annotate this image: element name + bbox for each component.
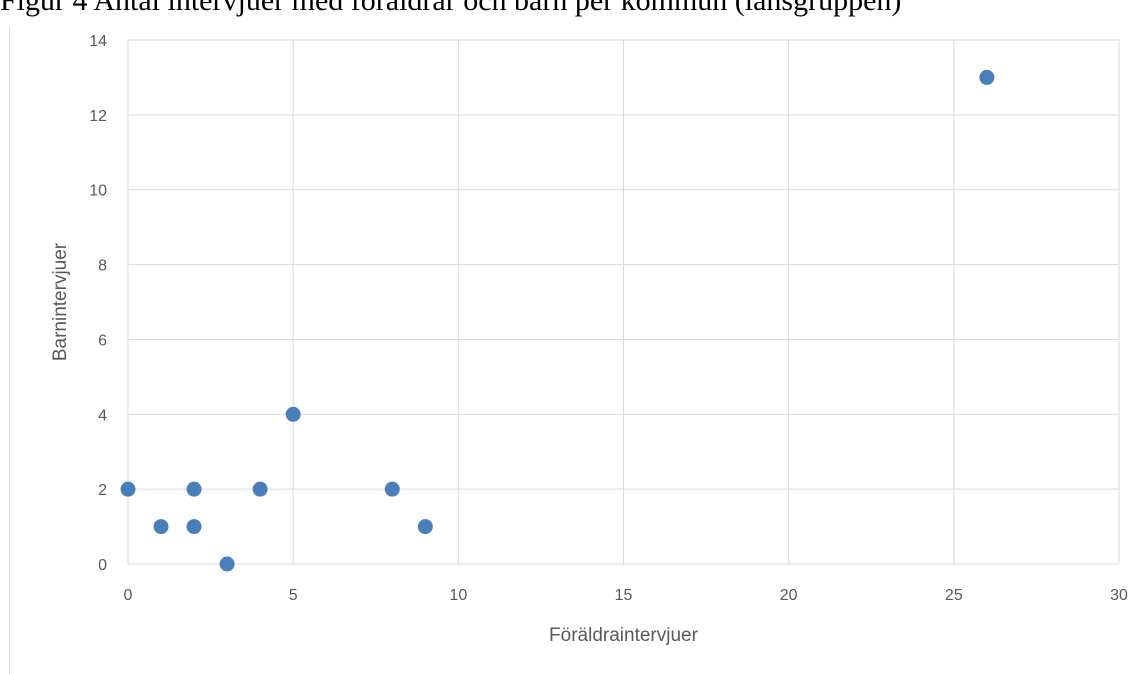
x-tick-label: 0 bbox=[124, 587, 133, 604]
x-axis-title: Föräldraintervjuer bbox=[549, 625, 699, 646]
x-tick-label: 30 bbox=[1110, 587, 1128, 604]
data-point bbox=[153, 519, 169, 535]
data-point bbox=[384, 481, 400, 497]
y-axis-title: Barnintervjuer bbox=[50, 242, 71, 361]
y-tick-label: 0 bbox=[98, 557, 107, 574]
data-point bbox=[186, 519, 202, 535]
y-tick-label: 14 bbox=[89, 33, 107, 50]
figure-caption: Figur 4 Antal intervjuer med föräldrar o… bbox=[0, 0, 902, 17]
y-tick-label: 4 bbox=[98, 407, 107, 424]
data-point bbox=[285, 406, 301, 422]
y-tick-label: 6 bbox=[98, 332, 107, 349]
data-point bbox=[219, 556, 235, 572]
x-tick-label: 10 bbox=[449, 587, 467, 604]
x-axis-tick-labels: 0 5 10 15 20 25 30 bbox=[124, 587, 1128, 604]
data-point bbox=[252, 481, 268, 497]
y-tick-label: 10 bbox=[89, 183, 107, 200]
y-tick-label: 8 bbox=[98, 258, 107, 275]
chart-gridlines bbox=[127, 39, 1120, 565]
data-point bbox=[186, 481, 202, 497]
data-point bbox=[120, 481, 136, 497]
y-tick-label: 12 bbox=[89, 108, 107, 125]
y-tick-label: 2 bbox=[98, 482, 107, 499]
x-tick-label: 15 bbox=[615, 587, 633, 604]
chart-data-points bbox=[120, 69, 995, 572]
x-tick-label: 25 bbox=[945, 587, 963, 604]
data-point bbox=[417, 519, 433, 535]
chart-frame-border bbox=[9, 26, 10, 674]
x-tick-label: 5 bbox=[289, 587, 298, 604]
data-point bbox=[979, 69, 995, 85]
x-tick-label: 20 bbox=[780, 587, 798, 604]
y-axis-tick-labels: 0 2 4 6 8 10 12 14 bbox=[89, 33, 107, 574]
